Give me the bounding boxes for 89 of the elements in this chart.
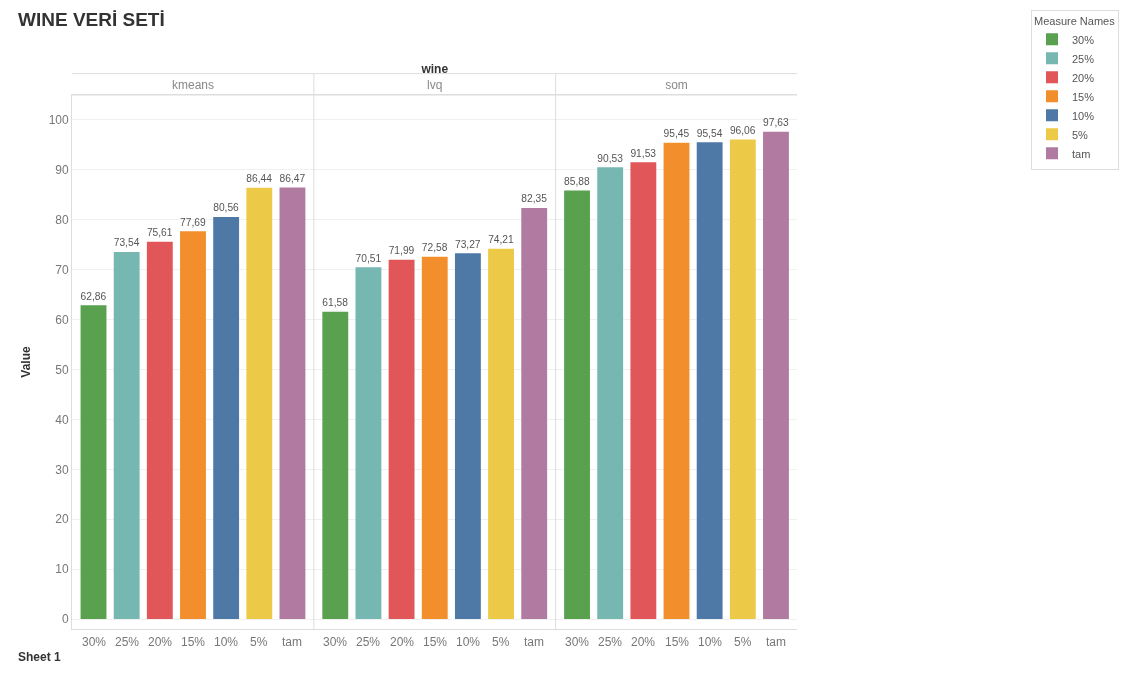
legend-label: 15% (1072, 90, 1095, 103)
legend-label: 20% (1072, 71, 1095, 84)
x-tick-label: som (665, 78, 688, 93)
data-label: 75,61 (146, 227, 173, 239)
chart-title: WINE VERİ SETİ (18, 9, 165, 30)
bar (454, 253, 481, 620)
data-label: 77,69 (180, 216, 206, 228)
y-tick-label: 10 (55, 562, 70, 577)
data-label: 72,58 (421, 242, 448, 254)
data-label: 80,56 (213, 202, 240, 214)
text: 25% (356, 635, 381, 649)
text: 15% (665, 635, 690, 649)
bar (246, 187, 273, 620)
bar (213, 216, 240, 620)
data-label: 74,21 (488, 234, 515, 246)
bar (388, 259, 415, 620)
data-label: 82,35 (521, 193, 548, 205)
x-axis-title: wine (420, 61, 449, 76)
y-tick-label: 40 (55, 412, 70, 427)
text: 25% (115, 635, 140, 649)
bar (597, 167, 624, 620)
y-tick-label: 30 (55, 462, 70, 477)
data-label: 90,53 (597, 152, 624, 164)
text: 20% (148, 635, 173, 649)
legend-label: 10% (1072, 109, 1095, 122)
bar (696, 142, 723, 620)
x-tick-label: lvq (427, 78, 443, 93)
bar (521, 208, 548, 620)
text: 10% (214, 635, 239, 649)
data-label: 86,47 (279, 172, 306, 184)
bar (663, 142, 690, 620)
data-label: 73,54 (113, 237, 140, 249)
text: tam (766, 635, 787, 649)
text: tam (524, 635, 545, 649)
text: 25% (598, 635, 623, 649)
data-label: 96,06 (729, 125, 756, 137)
bar (180, 231, 206, 620)
bar (322, 311, 349, 620)
data-label: 95,45 (663, 128, 690, 140)
text: Sheet 1 (18, 650, 62, 664)
data-label: 91,53 (630, 147, 657, 159)
bar (80, 305, 107, 620)
bar (421, 256, 448, 620)
data-label: 86,44 (246, 173, 273, 185)
y-tick-label: 60 (55, 312, 70, 327)
legend-label: 25% (1072, 52, 1095, 65)
text: 10% (698, 635, 723, 649)
data-label: 71,99 (388, 245, 415, 257)
y-tick-label: 90 (55, 163, 70, 178)
bar (113, 252, 140, 620)
data-label: 97,63 (763, 117, 789, 129)
y-tick-label: 50 (55, 362, 70, 377)
y-tick-label: 100 (48, 113, 70, 128)
data-label: 73,27 (454, 238, 481, 250)
text: 30% (565, 635, 590, 649)
bar (146, 241, 173, 620)
bar (630, 162, 657, 620)
legend-label: 5% (1072, 128, 1089, 141)
text: 30% (82, 635, 107, 649)
bar (488, 248, 514, 620)
y-tick-label: 0 (62, 612, 70, 627)
text: 20% (631, 635, 656, 649)
bar (564, 190, 590, 620)
bar (729, 139, 756, 620)
text: 15% (181, 635, 206, 649)
bar (279, 187, 306, 620)
text: 10% (456, 635, 481, 649)
bar (763, 131, 789, 620)
text: 5% (250, 635, 268, 649)
data-label: 61,58 (322, 297, 349, 309)
legend-title: Measure Names (1034, 14, 1116, 27)
y-axis-title: Value (18, 346, 33, 378)
legend-label: tam (1072, 147, 1091, 160)
text: 5% (734, 635, 752, 649)
bar (355, 267, 382, 620)
text: tam (282, 635, 303, 649)
x-tick-label: kmeans (171, 78, 214, 93)
text: 5% (492, 635, 510, 649)
data-label: 95,54 (696, 127, 723, 139)
y-tick-label: 80 (55, 212, 70, 227)
data-label: 62,86 (80, 290, 107, 302)
text: 20% (390, 635, 415, 649)
y-tick-label: 20 (55, 512, 70, 527)
text: 15% (423, 635, 448, 649)
text: 30% (323, 635, 348, 649)
data-label: 70,51 (355, 252, 382, 264)
legend-label: 30% (1072, 33, 1095, 46)
data-label: 85,88 (564, 175, 591, 187)
y-tick-label: 70 (55, 262, 70, 277)
